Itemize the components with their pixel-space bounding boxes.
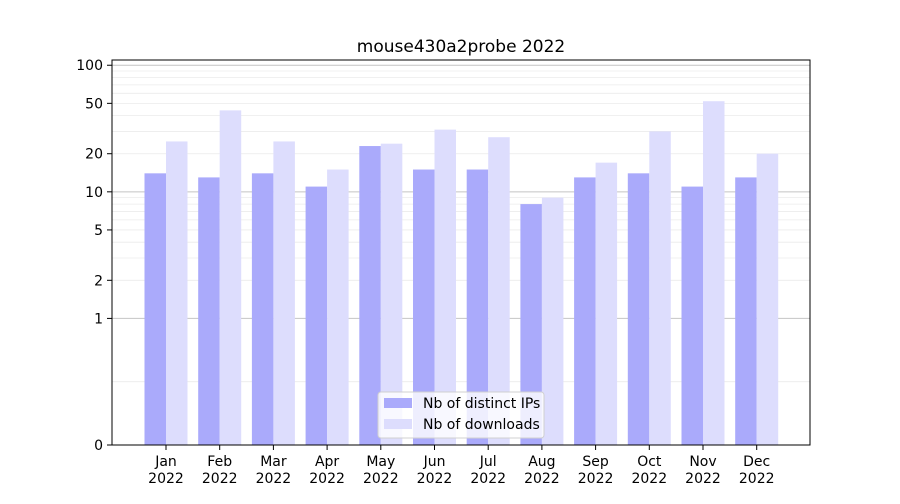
y-axis: 0 1 2 5 10 20 50 100: [76, 58, 112, 454]
x-tick-label: Apr: [315, 454, 339, 470]
legend: Nb of distinct IPs Nb of downloads: [377, 391, 545, 439]
x-tick-label: 2022: [256, 471, 292, 487]
legend-label: Nb of downloads: [423, 417, 540, 433]
x-tick-label: 2022: [685, 471, 721, 487]
x-tick-label: 2022: [470, 471, 506, 487]
x-tick-label: 2022: [524, 471, 560, 487]
bar-downloads-5: [380, 143, 403, 445]
bar-downloads-4: [327, 169, 349, 445]
x-tick-label: 2022: [578, 471, 614, 487]
bar-downloads-3: [273, 141, 295, 445]
y-tick-label: 10: [85, 185, 103, 201]
plot-frame: [111, 59, 811, 446]
y-tick-label: 50: [85, 96, 103, 112]
bar-downloads-6: [434, 129, 456, 445]
y-tick-label: 1: [94, 311, 103, 327]
x-tick-label: Nov: [689, 454, 716, 470]
y-tick-label: 20: [85, 147, 103, 163]
x-tick-label: 2022: [739, 471, 775, 487]
bar-distinct-ips-10: [627, 173, 650, 445]
x-tick-label: 2022: [363, 471, 399, 487]
x-axis: Jan2022Feb2022Mar2022Apr2022May2022Jun20…: [148, 445, 775, 487]
x-tick-label: 2022: [309, 471, 345, 487]
legend-box: [377, 391, 545, 439]
bar-downloads-8: [541, 197, 564, 445]
bar-distinct-ips-8: [520, 204, 542, 445]
bar-distinct-ips-1: [144, 173, 166, 445]
bar-distinct-ips-3: [251, 173, 274, 445]
y-tick-label: 0: [94, 438, 103, 454]
x-tick-label: Aug: [528, 454, 555, 470]
bar-distinct-ips-7: [466, 169, 489, 445]
x-tick-label: 2022: [148, 471, 184, 487]
legend-label: Nb of distinct IPs: [423, 396, 540, 412]
x-tick-label: Mar: [260, 454, 287, 470]
x-tick-label: 2022: [631, 471, 667, 487]
x-tick-label: Sep: [582, 454, 609, 470]
x-tick-label: 2022: [202, 471, 238, 487]
bar-downloads-1: [166, 141, 188, 445]
bar-distinct-ips-9: [574, 177, 596, 446]
legend-swatch: [384, 398, 412, 408]
bars: [144, 101, 779, 446]
y-tick-label: 100: [76, 58, 103, 74]
bar-downloads-12: [756, 153, 779, 446]
x-tick-label: Dec: [743, 454, 770, 470]
bar-distinct-ips-4: [305, 186, 328, 446]
bar-downloads-7: [488, 137, 510, 446]
bar-distinct-ips-11: [681, 186, 703, 446]
bar-downloads-2: [219, 110, 242, 445]
bar-distinct-ips-2: [198, 177, 220, 446]
bar-downloads-11: [703, 101, 725, 446]
bar-downloads-10: [649, 131, 671, 445]
y-tick-label: 5: [94, 223, 103, 239]
bar-distinct-ips-6: [413, 169, 435, 445]
legend-swatch: [384, 419, 412, 429]
chart-title: mouse430a2probe 2022: [357, 37, 565, 57]
x-tick-label: Feb: [207, 454, 232, 470]
x-tick-label: Oct: [637, 454, 662, 470]
bar-distinct-ips-5: [359, 146, 381, 445]
x-tick-label: Jan: [154, 454, 177, 470]
y-tick-label: 2: [94, 273, 103, 289]
bar-downloads-9: [595, 162, 618, 445]
x-tick-label: Jul: [479, 454, 497, 470]
bar-distinct-ips-12: [735, 177, 757, 446]
x-tick-label: Jun: [423, 454, 446, 470]
x-tick-label: 2022: [417, 471, 453, 487]
x-tick-label: May: [366, 454, 395, 470]
